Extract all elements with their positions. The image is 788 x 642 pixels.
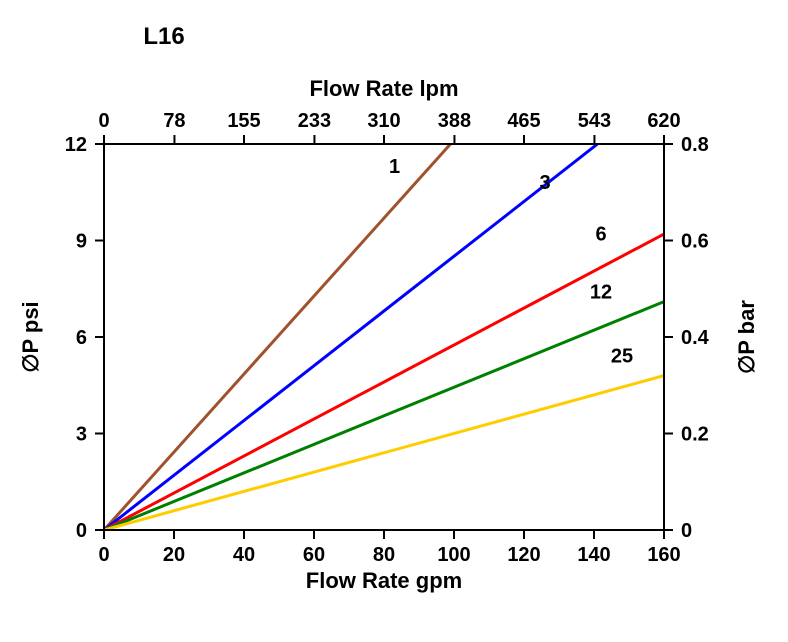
y-axis-right-label: ∅P bar bbox=[734, 300, 759, 374]
xtick-top: 543 bbox=[578, 110, 611, 132]
series-label-6: 6 bbox=[595, 224, 606, 246]
ytick-right: 0 bbox=[681, 520, 692, 542]
series-label-1: 1 bbox=[389, 156, 400, 178]
xtick-top: 388 bbox=[438, 110, 471, 132]
ytick-left: 3 bbox=[76, 424, 87, 446]
ytick-right: 0.6 bbox=[681, 231, 709, 253]
xtick-bottom: 0 bbox=[98, 544, 109, 566]
xtick-bottom: 120 bbox=[507, 544, 540, 566]
y-axis-left-label: ∅P psi bbox=[18, 301, 43, 372]
ytick-left: 12 bbox=[65, 134, 87, 156]
ytick-right: 0.2 bbox=[681, 424, 709, 446]
xtick-bottom: 20 bbox=[163, 544, 185, 566]
xtick-top: 620 bbox=[647, 110, 680, 132]
xtick-bottom: 160 bbox=[647, 544, 680, 566]
ytick-left: 0 bbox=[76, 520, 87, 542]
xtick-bottom: 40 bbox=[233, 544, 255, 566]
xtick-top: 233 bbox=[298, 110, 331, 132]
ytick-right: 0.4 bbox=[681, 327, 710, 349]
series-label-3: 3 bbox=[539, 172, 550, 194]
xtick-bottom: 140 bbox=[577, 544, 610, 566]
xtick-top: 0 bbox=[98, 110, 109, 132]
chart-title: L16 bbox=[143, 23, 184, 50]
xtick-top: 78 bbox=[163, 110, 185, 132]
series-label-25: 25 bbox=[611, 346, 633, 368]
ytick-left: 6 bbox=[76, 327, 87, 349]
series-label-12: 12 bbox=[590, 281, 612, 303]
xtick-top: 465 bbox=[507, 110, 540, 132]
xtick-bottom: 80 bbox=[373, 544, 395, 566]
x-axis-bottom-label: Flow Rate gpm bbox=[306, 568, 462, 593]
chart-svg: 0204060801001201401600781552333103884655… bbox=[0, 0, 788, 642]
x-axis-top-label: Flow Rate lpm bbox=[309, 76, 458, 101]
ytick-left: 9 bbox=[76, 231, 87, 253]
ytick-right: 0.8 bbox=[681, 134, 709, 156]
xtick-bottom: 100 bbox=[437, 544, 470, 566]
xtick-top: 155 bbox=[227, 110, 260, 132]
xtick-top: 310 bbox=[367, 110, 400, 132]
xtick-bottom: 60 bbox=[303, 544, 325, 566]
chart-container: 0204060801001201401600781552333103884655… bbox=[0, 0, 788, 642]
